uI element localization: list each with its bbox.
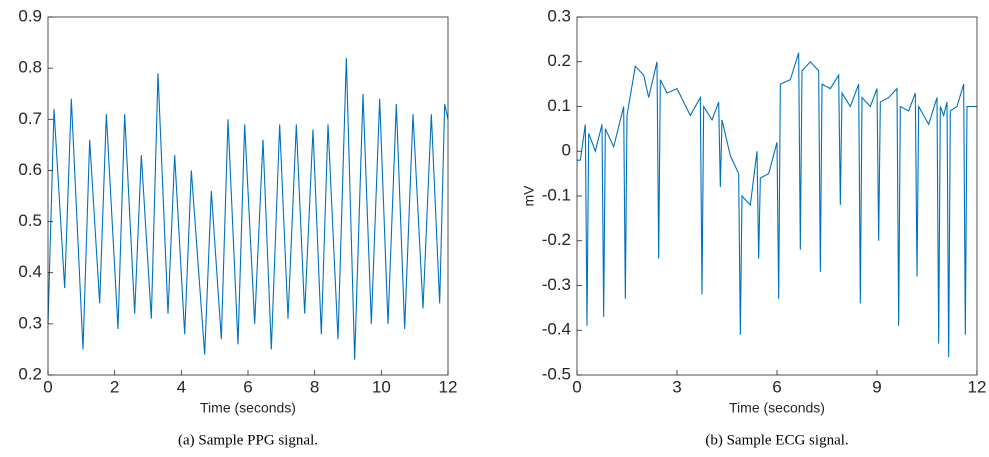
y-tick-label: 0.3 <box>547 6 571 25</box>
x-tick-label: 9 <box>872 377 881 396</box>
x-tick-label: 6 <box>772 377 781 396</box>
y-tick-label: 0.4 <box>18 262 42 281</box>
y-tick-label: 0.8 <box>18 58 42 77</box>
y-tick-label: 0.1 <box>547 96 571 115</box>
y-tick-label: 0.7 <box>18 109 42 128</box>
y-tick-label: -0.5 <box>542 364 571 383</box>
x-tick-label: 10 <box>372 377 391 396</box>
caption: (a) Sample PPG signal. <box>178 432 318 448</box>
y-tick-label: 0.5 <box>18 211 42 230</box>
x-tick-label: 0 <box>572 377 581 396</box>
y-tick-label: -0.4 <box>542 320 571 339</box>
x-tick-label: 4 <box>177 377 186 396</box>
y-tick-label: 0.2 <box>547 51 571 70</box>
y-tick-label: -0.3 <box>542 275 571 294</box>
y-tick-label: 0.9 <box>18 6 42 25</box>
x-tick-label: 12 <box>968 377 987 396</box>
y-axis-label: mV <box>521 185 537 207</box>
x-tick-label: 8 <box>310 377 319 396</box>
y-tick-label: 0 <box>562 141 571 160</box>
x-axis-label: Time (seconds) <box>729 400 825 416</box>
x-axis-label: Time (seconds) <box>200 400 296 416</box>
y-tick-label: 0.6 <box>18 160 42 179</box>
signal-line <box>577 52 977 358</box>
x-tick-label: 6 <box>243 377 252 396</box>
y-tick-label: 0.2 <box>18 364 42 383</box>
y-tick-label: 0.3 <box>18 313 42 332</box>
y-tick-label: -0.2 <box>542 230 571 249</box>
caption: (b) Sample ECG signal. <box>705 432 848 448</box>
x-tick-label: 3 <box>672 377 681 396</box>
signal-line <box>47 57 449 360</box>
x-tick-label: 12 <box>439 377 458 396</box>
axes-box <box>576 16 978 376</box>
x-tick-label: 2 <box>110 377 119 396</box>
x-tick-label: 0 <box>43 377 52 396</box>
y-tick-label: -0.1 <box>542 185 571 204</box>
